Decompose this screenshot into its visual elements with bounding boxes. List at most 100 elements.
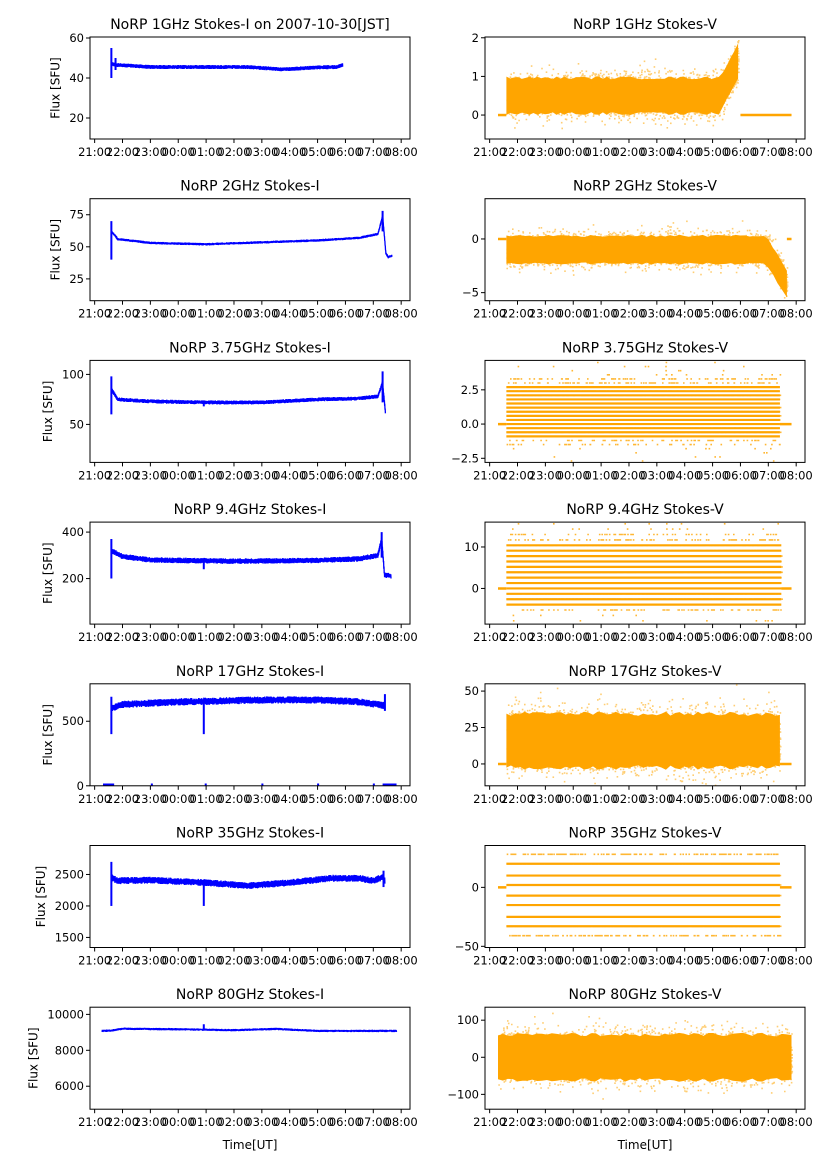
y-tick-label: 0 (472, 757, 479, 771)
x-tick-label: 23:00 (134, 792, 167, 806)
plot-area (101, 1024, 398, 1033)
x-tick-label: 04:00 (273, 630, 306, 644)
x-tick-label: 00:00 (557, 954, 590, 968)
subplot-title: NoRP 17GHz Stokes-I (176, 664, 324, 680)
subplot-stokes-i-0: 20 40 60 21:0022:0023:0000:0001:0002:0003:0… (48, 17, 417, 159)
x-tick-label: 01:00 (585, 1115, 618, 1129)
x-tick-label: 06:00 (329, 145, 362, 159)
y-tick-label: −5 (462, 286, 479, 300)
y-tick-label: 10000 (47, 1007, 84, 1021)
x-tick-label: 05:00 (696, 145, 729, 159)
x-tick-label: 21:00 (473, 954, 506, 968)
x-tick-label: 22:00 (501, 468, 534, 482)
x-tick-label: 05:00 (696, 1115, 729, 1129)
x-tick-label: 02:00 (612, 307, 645, 321)
x-tick-label: 03:00 (245, 792, 278, 806)
plot-area (110, 48, 344, 78)
x-tick-label: 23:00 (529, 468, 562, 482)
y-tick-label: 0 (472, 1050, 479, 1064)
subplot-title: NoRP 35GHz Stokes-V (569, 826, 722, 842)
subplot-stokes-v-0: 0 1 2 21:0022:0023:0000:0001:0002:0003:0004… (472, 17, 813, 159)
x-tick-label: 05:00 (696, 954, 729, 968)
axes-frame (484, 521, 806, 625)
x-tick-label: 21:00 (473, 145, 506, 159)
x-tick-label: 01:00 (585, 630, 618, 644)
x-tick-label: 02:00 (217, 145, 250, 159)
x-tick-label: 22:00 (106, 1115, 139, 1129)
x-tick-label: 05:00 (696, 307, 729, 321)
x-tick-label: 05:00 (301, 307, 334, 321)
y-tick-label: 0 (472, 880, 479, 894)
stokes-v-points (506, 523, 783, 622)
x-tick-label: 04:00 (668, 468, 701, 482)
axes-frame (89, 198, 411, 302)
x-tick-label: 04:00 (273, 468, 306, 482)
x-tick-label: 21:00 (473, 1115, 506, 1129)
x-tick-label: 06:00 (724, 954, 757, 968)
x-tick-label: 22:00 (106, 630, 139, 644)
x-tick-label: 22:00 (501, 1115, 534, 1129)
subplot-title: NoRP 2GHz Stokes-I (180, 179, 319, 195)
x-tick-label: 03:00 (245, 954, 278, 968)
x-tick-label: 08:00 (780, 1115, 813, 1129)
axes-frame (89, 36, 411, 140)
x-tick-label: 03:00 (245, 307, 278, 321)
axes-frame (89, 521, 411, 625)
x-tick-label: 04:00 (668, 145, 701, 159)
stokes-i-line (110, 874, 386, 890)
x-tick-label: 21:00 (78, 468, 111, 482)
subplot-title: NoRP 17GHz Stokes-V (569, 664, 722, 680)
x-tick-label: 07:00 (752, 468, 785, 482)
x-tick-label: 08:00 (780, 954, 813, 968)
x-tick-label: 21:00 (78, 630, 111, 644)
x-tick-label: 07:00 (357, 954, 390, 968)
x-tick-label: 08:00 (780, 145, 813, 159)
x-tick-label: 06:00 (724, 792, 757, 806)
x-tick-label: 04:00 (668, 630, 701, 644)
x-tick-label: 06:00 (329, 792, 362, 806)
stokes-v-core (506, 43, 739, 115)
y-tick-label: 8000 (55, 1043, 84, 1057)
x-tick-label: 07:00 (752, 630, 785, 644)
x-tick-label: 22:00 (501, 145, 534, 159)
x-tick-label: 23:00 (529, 145, 562, 159)
x-tick-label: 03:00 (245, 468, 278, 482)
stokes-i-line (110, 62, 344, 72)
x-tick-label: 07:00 (357, 792, 390, 806)
y-tick-label: 2500 (55, 867, 84, 881)
y-tick-label: 0 (472, 232, 479, 246)
x-tick-label: 21:00 (473, 792, 506, 806)
y-tick-label: 100 (457, 1013, 479, 1027)
x-tick-label: 06:00 (724, 630, 757, 644)
axes-frame (484, 683, 806, 787)
x-tick-label: 22:00 (501, 307, 534, 321)
x-tick-label: 02:00 (612, 954, 645, 968)
y-tick-label: 1 (472, 69, 479, 83)
x-tick-label: 00:00 (557, 792, 590, 806)
x-tick-label: 22:00 (501, 954, 534, 968)
x-tick-label: 03:00 (245, 145, 278, 159)
y-tick-label: 2000 (55, 899, 84, 913)
x-tick-label: 07:00 (357, 145, 390, 159)
x-tick-label: 22:00 (501, 630, 534, 644)
y-axis-label: Flux [SFU] (34, 866, 48, 927)
x-tick-label: 22:00 (501, 792, 534, 806)
x-tick-label: 06:00 (724, 307, 757, 321)
axes-frame (89, 845, 411, 948)
y-tick-label: 6000 (55, 1079, 84, 1093)
subplot-stokes-v-4: 50 25 0 21:0022:0023:0000:0001:0002:0003:00… (464, 664, 812, 806)
x-tick-label: 05:00 (696, 468, 729, 482)
x-tick-label: 07:00 (357, 307, 390, 321)
x-tick-label: 06:00 (724, 468, 757, 482)
plot-area (110, 861, 386, 906)
x-tick-label: 05:00 (696, 630, 729, 644)
subplot-stokes-i-2: 50 100 21:0022:0023:0000:0001:0002:0003:00… (41, 340, 418, 482)
y-axis-label: Flux [SFU] (48, 57, 62, 118)
y-tick-label: 60 (69, 31, 84, 45)
x-tick-label: 23:00 (134, 630, 167, 644)
axes-frame (484, 198, 806, 302)
stokes-i-line (110, 696, 386, 712)
x-tick-label: 07:00 (752, 145, 785, 159)
y-axis-label: Flux [SFU] (41, 381, 55, 442)
